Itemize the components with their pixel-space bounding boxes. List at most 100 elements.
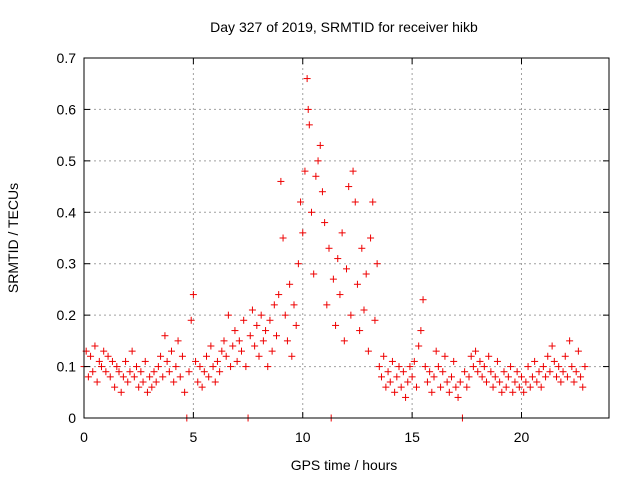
data-point	[218, 347, 226, 355]
data-point	[279, 234, 287, 242]
y-tick-label: 0.3	[57, 256, 77, 272]
data-point	[165, 368, 173, 376]
data-point	[378, 373, 385, 381]
data-point	[384, 368, 392, 376]
data-point	[211, 378, 219, 386]
data-point	[257, 311, 265, 319]
data-point	[323, 301, 331, 309]
data-point	[170, 378, 178, 386]
data-point	[489, 383, 497, 391]
data-point	[568, 363, 576, 371]
data-point	[216, 368, 224, 376]
data-point	[84, 373, 92, 381]
data-point	[240, 316, 248, 324]
data-point	[423, 378, 431, 386]
data-point	[176, 373, 184, 381]
data-point	[174, 337, 182, 345]
data-point	[266, 316, 274, 324]
data-point	[259, 337, 267, 345]
data-point	[303, 75, 311, 83]
data-point	[246, 332, 254, 340]
data-point	[209, 363, 217, 371]
data-point	[157, 352, 165, 360]
data-point	[491, 373, 499, 381]
x-tick-label: 10	[295, 429, 311, 445]
data-point	[89, 368, 97, 376]
y-tick-label: 0.7	[57, 50, 77, 66]
data-point	[393, 373, 401, 381]
y-tick-label: 0.5	[57, 153, 77, 169]
data-point	[502, 383, 510, 391]
data-point	[98, 363, 105, 371]
data-point	[277, 177, 285, 185]
data-point	[281, 311, 289, 319]
data-point	[139, 378, 147, 386]
data-point	[154, 363, 162, 371]
data-point	[345, 183, 353, 191]
data-point	[498, 388, 506, 396]
data-point	[557, 378, 565, 386]
data-point	[483, 378, 490, 386]
data-point	[539, 363, 547, 371]
data-point	[513, 368, 521, 376]
data-point	[402, 393, 410, 401]
data-point	[360, 306, 368, 314]
data-point	[100, 347, 108, 355]
data-point	[87, 352, 95, 360]
data-point	[548, 342, 556, 350]
data-point	[507, 363, 515, 371]
data-point	[152, 378, 160, 386]
data-point	[168, 347, 175, 355]
data-point	[465, 373, 473, 381]
data-point	[559, 368, 567, 376]
data-point	[426, 368, 434, 376]
data-point	[570, 378, 578, 386]
data-points	[80, 75, 589, 422]
data-point	[343, 265, 350, 273]
data-point	[91, 342, 99, 350]
data-point	[192, 357, 200, 365]
data-point	[478, 373, 486, 381]
data-point	[334, 255, 342, 263]
data-point	[526, 383, 534, 391]
data-point	[310, 270, 318, 278]
data-point	[304, 105, 312, 113]
data-point	[476, 357, 484, 365]
data-point	[248, 306, 256, 314]
data-point	[388, 357, 396, 365]
data-point	[441, 352, 449, 360]
data-point	[150, 368, 158, 376]
data-point	[358, 244, 366, 252]
data-point	[286, 280, 294, 288]
data-point	[213, 357, 221, 365]
data-point	[518, 373, 525, 381]
data-point	[200, 368, 208, 376]
data-point	[301, 167, 309, 175]
data-point	[321, 219, 329, 227]
data-point	[104, 352, 112, 360]
data-point	[515, 383, 523, 391]
data-point	[172, 363, 180, 371]
data-point	[577, 373, 585, 381]
chart-title: Day 327 of 2019, SRMTID for receiver hik…	[210, 19, 478, 35]
data-point	[117, 388, 125, 396]
data-point	[283, 337, 291, 345]
data-point	[126, 368, 134, 376]
data-point	[463, 383, 471, 391]
data-point	[550, 357, 558, 365]
data-point	[270, 301, 278, 309]
y-tick-label: 0.2	[57, 307, 77, 323]
data-point	[472, 347, 480, 355]
y-tick-label: 0.1	[57, 359, 77, 375]
data-point	[133, 363, 140, 371]
data-point	[194, 378, 202, 386]
data-point	[163, 357, 171, 365]
data-point	[238, 347, 245, 355]
data-point	[294, 260, 302, 268]
data-point	[130, 373, 138, 381]
data-point	[235, 337, 243, 345]
data-point	[185, 368, 193, 376]
data-point	[143, 388, 151, 396]
data-point	[148, 383, 156, 391]
